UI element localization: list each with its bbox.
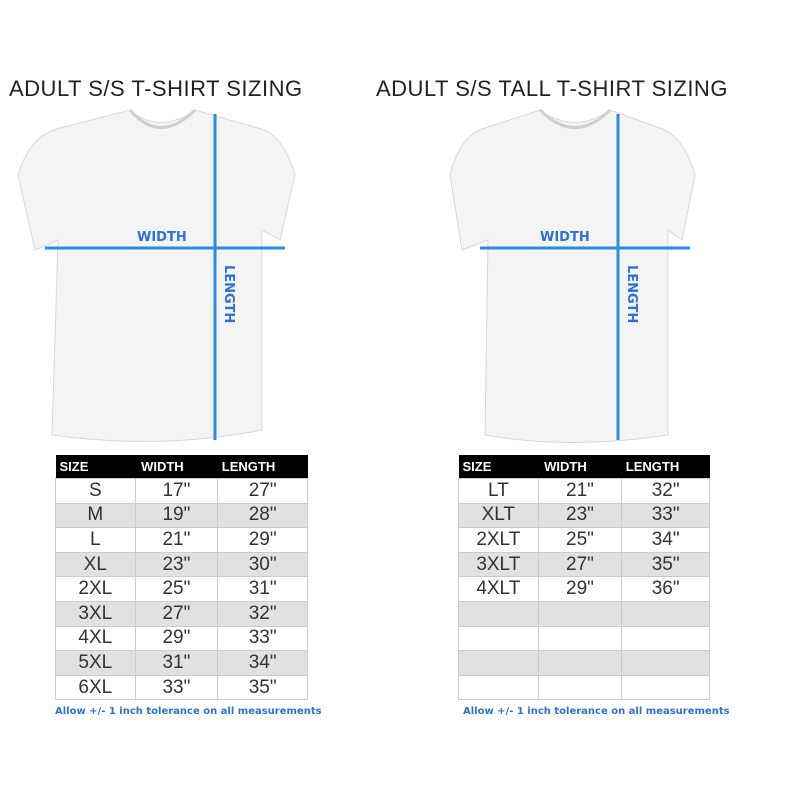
cell-width: 27"	[537, 551, 623, 578]
table-row	[458, 600, 710, 627]
cell-width	[537, 650, 623, 676]
cell-width: 25"	[537, 527, 623, 553]
header-length: LENGTH	[621, 455, 710, 479]
table-header: SIZE WIDTH LENGTH	[55, 455, 308, 479]
cell-length	[621, 625, 710, 652]
cell-width	[537, 674, 623, 701]
cell-length	[621, 650, 710, 676]
cell-width: 23"	[134, 551, 219, 578]
table-header: SIZE WIDTH LENGTH	[458, 455, 710, 479]
cell-width: 19"	[134, 502, 219, 529]
cell-size: 3XLT	[458, 551, 539, 578]
cell-size	[458, 625, 539, 652]
cell-length: 35"	[621, 551, 710, 578]
cell-size: L	[55, 527, 136, 553]
table-row	[458, 650, 710, 676]
header-size: SIZE	[458, 455, 539, 479]
cell-length: 35"	[217, 674, 308, 701]
left-title: ADULT S/S T-SHIRT SIZING	[9, 76, 303, 101]
table-row: XL 23" 30"	[55, 551, 308, 578]
cell-size: 4XL	[55, 625, 136, 652]
cell-size: 3XL	[55, 600, 136, 627]
table-row	[458, 674, 710, 701]
tshirt-image-left	[17, 108, 296, 442]
table-row: 3XL 27" 32"	[55, 600, 308, 627]
table-row: 6XL 33" 35"	[55, 674, 308, 701]
cell-width: 25"	[134, 576, 219, 602]
cell-length: 28"	[217, 502, 308, 529]
table-row	[458, 625, 710, 652]
table-row: 2XL 25" 31"	[55, 576, 308, 602]
length-label-left: LENGTH	[221, 265, 236, 324]
cell-size: LT	[458, 478, 539, 504]
cell-length: 33"	[217, 625, 308, 652]
cell-size: 2XLT	[458, 527, 539, 553]
cell-width	[537, 625, 623, 652]
tolerance-note-right: Allow +/- 1 inch tolerance on all measur…	[463, 706, 730, 717]
cell-size: 2XL	[55, 576, 136, 602]
cell-length: 34"	[621, 527, 710, 553]
cell-size: 4XLT	[458, 576, 539, 602]
header-length: LENGTH	[217, 455, 308, 479]
header-width: WIDTH	[538, 455, 622, 479]
cell-width: 21"	[134, 527, 219, 553]
cell-width: 27"	[134, 600, 219, 627]
cell-length	[621, 600, 710, 627]
width-label-left: WIDTH	[137, 230, 187, 245]
cell-size	[458, 600, 539, 627]
cell-size: XLT	[458, 502, 539, 529]
cell-length	[621, 674, 710, 701]
table-row: 3XLT 27" 35"	[458, 551, 710, 578]
length-label-right: LENGTH	[624, 265, 639, 324]
cell-length: 29"	[217, 527, 308, 553]
cell-size: S	[55, 478, 136, 504]
table-row: 4XL 29" 33"	[55, 625, 308, 652]
tolerance-note-left: Allow +/- 1 inch tolerance on all measur…	[55, 706, 322, 717]
table-row: 5XL 31" 34"	[55, 650, 308, 676]
table-row: LT 21" 32"	[458, 478, 710, 504]
cell-size	[458, 674, 539, 701]
cell-length: 32"	[621, 478, 710, 504]
header-size: SIZE	[55, 455, 136, 479]
cell-width: 17"	[134, 478, 219, 504]
table-row: S 17" 27"	[55, 478, 308, 504]
cell-width: 29"	[537, 576, 623, 602]
cell-length: 27"	[217, 478, 308, 504]
cell-length: 36"	[621, 576, 710, 602]
table-row: L 21" 29"	[55, 527, 308, 553]
table-row: XLT 23" 33"	[458, 502, 710, 529]
cell-width: 29"	[134, 625, 219, 652]
table-row: M 19" 28"	[55, 502, 308, 529]
cell-width: 31"	[134, 650, 219, 676]
cell-width: 21"	[537, 478, 623, 504]
table-row: 2XLT 25" 34"	[458, 527, 710, 553]
cell-width: 33"	[134, 674, 219, 701]
cell-size	[458, 650, 539, 676]
cell-length: 32"	[217, 600, 308, 627]
cell-length: 31"	[217, 576, 308, 602]
cell-length: 34"	[217, 650, 308, 676]
right-title: ADULT S/S TALL T-SHIRT SIZING	[376, 76, 728, 101]
cell-size: 6XL	[55, 674, 136, 701]
cell-length: 33"	[621, 502, 710, 529]
width-label-right: WIDTH	[540, 230, 590, 245]
cell-size: XL	[55, 551, 136, 578]
table-row: 4XLT 29" 36"	[458, 576, 710, 602]
tshirt-image-right	[449, 108, 696, 443]
cell-size: M	[55, 502, 136, 529]
cell-width	[537, 600, 623, 627]
size-table-left: SIZE WIDTH LENGTH S 17" 27" M 19" 28" L 21" 29" X…	[55, 455, 308, 701]
cell-width: 23"	[537, 502, 623, 529]
cell-size: 5XL	[55, 650, 136, 676]
header-width: WIDTH	[135, 455, 218, 479]
cell-length: 30"	[217, 551, 308, 578]
size-table-right: SIZE WIDTH LENGTH LT 21" 32" XLT 23" 33" 2XLT 2…	[458, 455, 710, 701]
